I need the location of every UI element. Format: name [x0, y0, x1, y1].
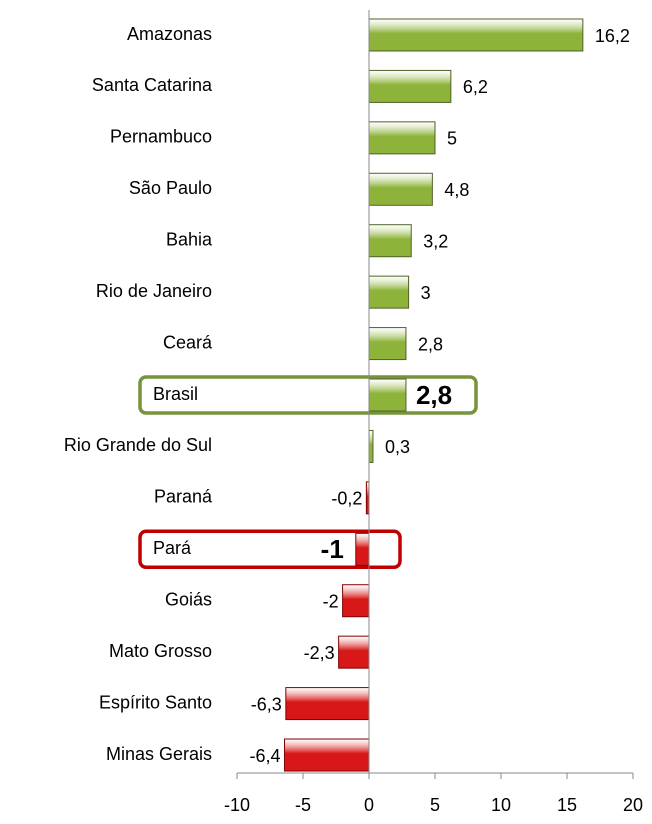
x-tick-label: -10 [224, 795, 250, 815]
data-label: 16,2 [595, 26, 630, 46]
category-label: Santa Catarina [92, 75, 213, 95]
category-label: Bahia [166, 229, 213, 249]
x-tick-label: 15 [557, 795, 577, 815]
x-tick-label: 10 [491, 795, 511, 815]
data-label: 6,2 [463, 77, 488, 97]
data-label: -0,2 [331, 489, 362, 509]
category-label: Paraná [154, 487, 213, 507]
x-tick-label: 20 [623, 795, 643, 815]
bar [355, 532, 370, 566]
x-tick-label: 5 [430, 795, 440, 815]
highlight-box [138, 375, 478, 415]
bar [368, 378, 407, 412]
data-label: -2,3 [304, 643, 335, 663]
data-label: 2,8 [418, 334, 443, 354]
data-label: -6,4 [249, 746, 280, 766]
bar [368, 327, 407, 361]
highlight-box [138, 529, 402, 570]
data-label: 4,8 [444, 180, 469, 200]
data-label: -6,3 [251, 694, 282, 714]
category-label: Minas Gerais [106, 744, 212, 764]
data-label: 2,8 [416, 380, 452, 410]
bar [368, 121, 436, 155]
category-label: São Paulo [129, 178, 212, 198]
data-label: 3 [421, 283, 431, 303]
x-tick-label: 0 [364, 795, 374, 815]
category-label: Rio de Janeiro [96, 281, 212, 301]
category-label: Rio Grande do Sul [64, 435, 212, 455]
x-tick-label: -5 [295, 795, 311, 815]
data-label: 0,3 [385, 437, 410, 457]
bar [285, 687, 370, 721]
data-label: 3,2 [423, 231, 448, 251]
category-label: Pernambuco [110, 127, 212, 147]
bar [338, 635, 370, 669]
category-label: Espírito Santo [99, 692, 212, 712]
bar [368, 18, 584, 52]
bar [342, 584, 370, 618]
bar [284, 738, 370, 772]
category-label: Goiás [165, 589, 212, 609]
category-label: Mato Grosso [109, 641, 212, 661]
bar [368, 275, 410, 309]
bar [368, 224, 412, 258]
data-label: 5 [447, 129, 457, 149]
bar [368, 172, 433, 206]
category-label: Amazonas [127, 24, 212, 44]
category-label: Brasil [153, 384, 198, 404]
data-label: -2 [323, 591, 339, 611]
bar [368, 429, 374, 463]
category-label: Ceará [163, 332, 213, 352]
bar [368, 69, 452, 103]
data-label: -1 [321, 534, 344, 564]
category-label: Pará [153, 538, 192, 558]
